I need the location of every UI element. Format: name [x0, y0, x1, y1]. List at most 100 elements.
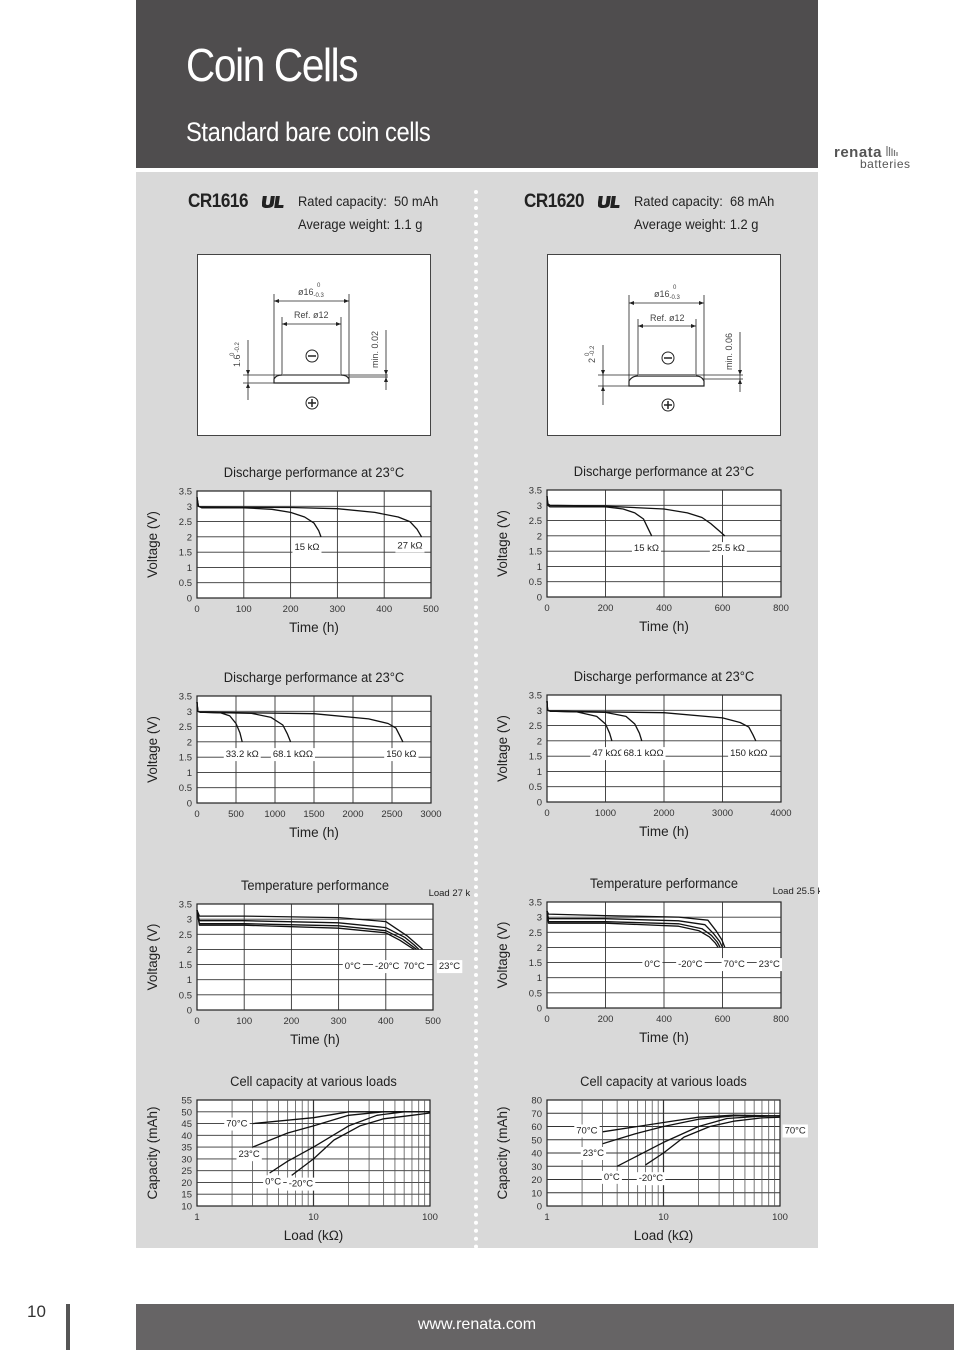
- svg-text:300: 300: [329, 604, 345, 615]
- series-label: 23°C: [238, 1149, 259, 1160]
- svg-text:70: 70: [531, 1109, 542, 1120]
- y-axis-label: Capacity (mAh): [495, 1106, 510, 1199]
- svg-text:2.5: 2.5: [179, 930, 192, 941]
- negative-terminal-icon: [305, 349, 319, 363]
- y-axis-label: Voltage (V): [145, 511, 160, 578]
- chart-title: Cell capacity at various loads: [580, 1074, 747, 1090]
- svg-text:0: 0: [537, 798, 542, 809]
- chart-title: Discharge performance at 23°C: [224, 465, 405, 481]
- series-line: [196, 702, 404, 743]
- svg-text:400: 400: [378, 1016, 394, 1027]
- svg-text:1: 1: [537, 767, 542, 778]
- svg-text:ø16-0.3: ø16-0.3: [654, 289, 681, 301]
- svg-text:1.6-0.2: 1.6-0.2: [232, 341, 242, 367]
- logo-tagline: batteries: [860, 157, 911, 171]
- svg-text:0.5: 0.5: [529, 988, 542, 999]
- series-line: [252, 1111, 430, 1148]
- chart-title: Temperature performance: [241, 878, 389, 894]
- svg-text:3000: 3000: [712, 808, 733, 819]
- positive-terminal-icon: [661, 398, 675, 412]
- average-weight: Average weight: 1.2 g: [634, 216, 759, 232]
- series-label: 23°C: [583, 1148, 604, 1159]
- svg-text:3: 3: [187, 502, 192, 513]
- chart-svg: Discharge performance at 23°C 0 0.5 1 1.5 2 2.…: [145, 670, 442, 840]
- svg-text:30: 30: [531, 1162, 542, 1173]
- svg-text:1.5: 1.5: [529, 752, 542, 763]
- chart-svg: Temperature performance Load 25.5 kΩ 0 0.5 1…: [495, 876, 829, 1045]
- svg-text:1500: 1500: [303, 809, 324, 820]
- svg-text:100: 100: [422, 1212, 438, 1223]
- svg-text:4000: 4000: [770, 808, 791, 819]
- series-label: 47 kΩΩ: [592, 748, 624, 759]
- series-line: [546, 911, 721, 948]
- series-label: 27 kΩ: [397, 540, 422, 551]
- svg-text:200: 200: [598, 603, 614, 614]
- svg-text:100: 100: [236, 604, 252, 615]
- svg-text:2: 2: [187, 532, 192, 543]
- svg-text:0: 0: [673, 285, 677, 291]
- svg-text:1: 1: [187, 768, 192, 779]
- chart-cr1616-discharge-1: Discharge performance at 23°C 0 0.5 1 1.5 2 2.…: [140, 460, 460, 645]
- svg-text:100: 100: [236, 1016, 252, 1027]
- chart-cr1620-discharge-1: Discharge performance at 23°C 0 0.5 1 1.5 2 2.…: [490, 459, 810, 644]
- x-axis-label: Time (h): [639, 619, 689, 634]
- cell-model: CR1620: [524, 191, 585, 212]
- negative-terminal-icon: [661, 351, 675, 365]
- cell-model: CR1616: [188, 191, 249, 212]
- svg-text:0: 0: [194, 1016, 199, 1027]
- series-line: [546, 496, 726, 537]
- series-label: 0°C: [604, 1172, 620, 1183]
- svg-text:30: 30: [181, 1154, 192, 1165]
- svg-text:80: 80: [531, 1096, 542, 1107]
- series-label: 25.5 kΩ: [712, 543, 745, 554]
- x-axis-label: Time (h): [639, 1030, 689, 1045]
- svg-text:2.5: 2.5: [179, 722, 192, 733]
- x-axis-label: Time (h): [639, 824, 689, 839]
- series-label: 70°C: [724, 959, 745, 970]
- chart-annotation: Load 27 kΩ: [429, 888, 470, 899]
- series-line: [602, 1115, 780, 1145]
- svg-text:0: 0: [585, 352, 591, 356]
- svg-text:0: 0: [544, 1014, 549, 1025]
- svg-text:3.5: 3.5: [529, 691, 542, 702]
- chart-title: Discharge performance at 23°C: [224, 670, 405, 686]
- svg-text:500: 500: [423, 604, 439, 615]
- svg-text:200: 200: [283, 1016, 299, 1027]
- svg-text:0: 0: [537, 1004, 542, 1015]
- svg-text:3.5: 3.5: [179, 692, 192, 703]
- svg-text:600: 600: [715, 603, 731, 614]
- y-axis-label: Voltage (V): [495, 510, 510, 577]
- chart-cr1616-capacity: Cell capacity at various loads 10 15 20 25 30…: [140, 1068, 460, 1248]
- svg-text:1: 1: [187, 975, 192, 986]
- series-line: [546, 701, 757, 742]
- svg-text:400: 400: [656, 603, 672, 614]
- svg-text:min. 0.06: min. 0.06: [724, 333, 734, 370]
- svg-text:35: 35: [181, 1143, 192, 1154]
- svg-text:0.5: 0.5: [179, 990, 192, 1001]
- svg-text:0: 0: [187, 799, 192, 810]
- svg-text:1.5: 1.5: [179, 548, 192, 559]
- website-link[interactable]: www.renata.com: [417, 1316, 537, 1333]
- svg-text:2-0.2: 2-0.2: [587, 345, 597, 363]
- x-axis-label: Time (h): [290, 1032, 340, 1047]
- svg-text:ø16-0.3: ø16-0.3: [298, 287, 325, 299]
- svg-text:45: 45: [181, 1119, 192, 1130]
- svg-text:200: 200: [598, 1014, 614, 1025]
- footer-rule: [66, 1304, 70, 1350]
- svg-text:0: 0: [187, 594, 192, 605]
- series-line: [291, 1112, 431, 1176]
- svg-text:1: 1: [187, 563, 192, 574]
- series-label: 70°C: [226, 1119, 247, 1130]
- chart-cr1620-capacity: Cell capacity at various loads 0 10 20 30 40 5…: [490, 1068, 820, 1248]
- x-axis-label: Time (h): [289, 620, 339, 635]
- svg-text:100: 100: [772, 1212, 788, 1223]
- svg-text:600: 600: [715, 1014, 731, 1025]
- series-label: 70°C: [404, 961, 425, 972]
- column-divider: [474, 190, 478, 1250]
- svg-text:1000: 1000: [264, 809, 285, 820]
- chart-title: Discharge performance at 23°C: [574, 464, 755, 480]
- svg-text:Ref. ø12: Ref. ø12: [650, 313, 685, 323]
- x-axis-label: Time (h): [289, 825, 339, 840]
- svg-text:3.5: 3.5: [179, 900, 192, 911]
- series-line: [269, 1111, 430, 1174]
